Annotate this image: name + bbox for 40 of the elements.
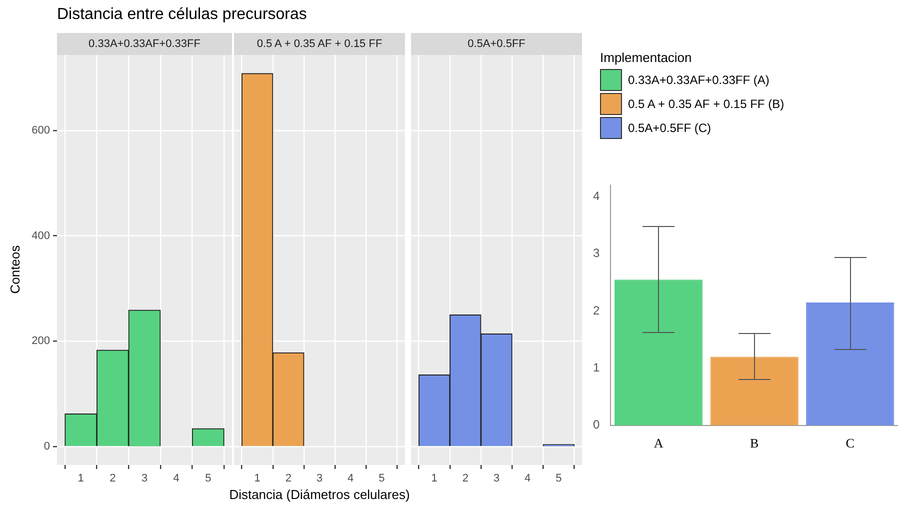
- bar: [710, 356, 798, 426]
- y-axis-title: Conteos: [8, 244, 22, 296]
- x-tick-label: 1: [431, 472, 438, 485]
- x-tick-label: 2: [462, 472, 468, 485]
- x-tick-label: 4: [348, 472, 354, 485]
- legend-title: Implementacion: [600, 50, 692, 65]
- x-tick-label: B: [750, 436, 759, 451]
- x-tick-label: 3: [493, 472, 500, 485]
- x-axis-title: Distancia (Diámetros celulares): [228, 487, 411, 502]
- x-tick-label: 2: [285, 472, 292, 485]
- x-tick-label: 4: [173, 472, 180, 485]
- bar: [614, 280, 703, 426]
- x-tick-label: 3: [316, 472, 323, 485]
- x-tick-label: 1: [78, 472, 84, 485]
- y-tick-label: 2: [592, 303, 600, 318]
- x-tick-label: 5: [205, 472, 212, 485]
- legend-label: 0.5 A + 0.35 AF + 0.15 FF (B): [628, 97, 784, 111]
- x-tick-label: A: [654, 436, 664, 451]
- y-tick-label: 600: [32, 124, 50, 136]
- x-tick-label: 3: [141, 472, 148, 485]
- y-tick-label: 400: [32, 230, 50, 242]
- y-tick-label: 0: [592, 418, 600, 432]
- x-tick-label: C: [846, 436, 854, 451]
- x-tick-label: 5: [378, 472, 385, 485]
- x-tick-label: 1: [254, 472, 260, 485]
- x-tick-label: 2: [110, 472, 116, 485]
- chart-subtitle: 0.5 A + 0.35 AF + 0.15 FF: [234, 33, 405, 55]
- y-tick-label: 1: [592, 360, 600, 375]
- y-tick-label: 4: [592, 188, 600, 203]
- legend-label: 0.5A+0.5FF (C): [628, 121, 712, 135]
- chart-title: Distancia entre células precursoras: [57, 6, 307, 24]
- y-tick-label: 0: [44, 440, 50, 453]
- x-tick-label: 5: [556, 472, 562, 485]
- y-tick-label: 200: [32, 335, 50, 348]
- y-tick-label: 3: [592, 246, 600, 260]
- legend-label: 0.33A+0.33AF+0.33FF (A): [628, 73, 770, 87]
- chart-subtitle: 0.33A+0.33AF+0.33FF: [57, 33, 232, 55]
- bar: [806, 302, 894, 426]
- chart-subtitle: 0.5A+0.5FF: [411, 33, 582, 55]
- x-tick-label: 4: [524, 472, 531, 485]
